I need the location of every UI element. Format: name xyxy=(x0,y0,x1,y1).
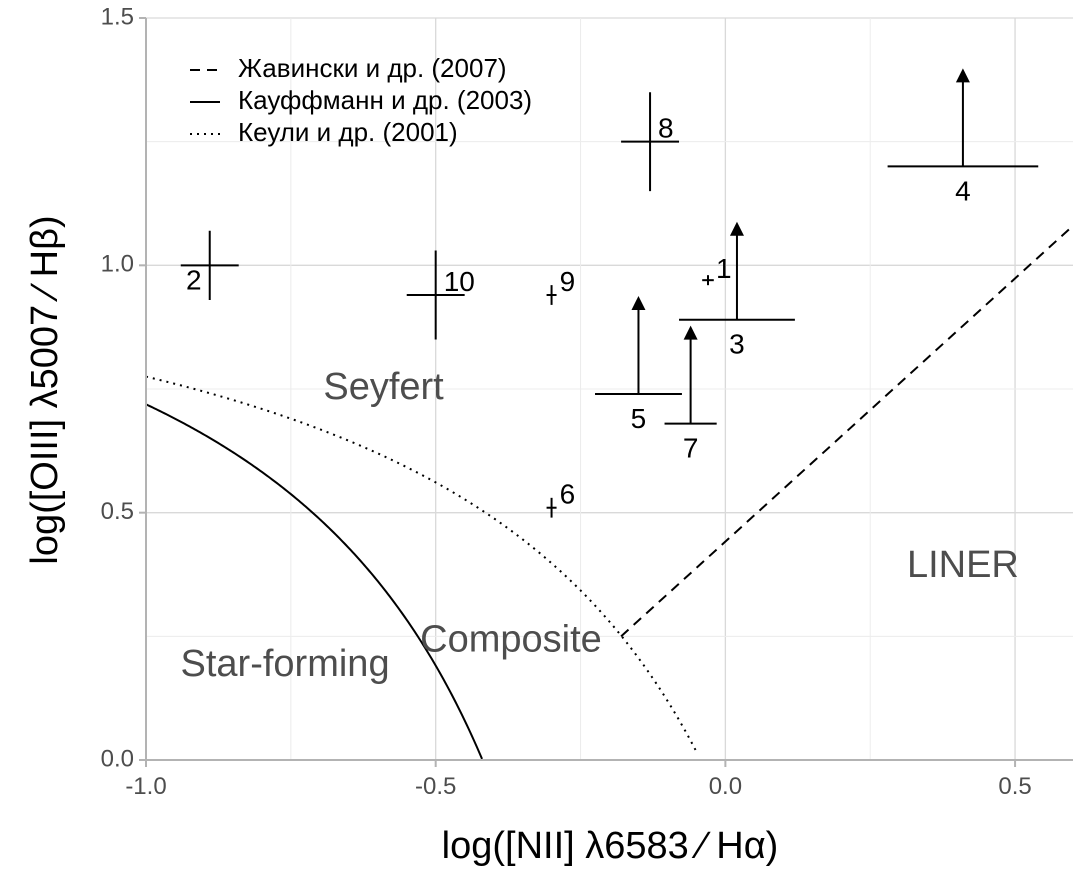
x-tick-label: -1.0 xyxy=(125,773,166,800)
x-tick-label: 0.0 xyxy=(709,773,742,800)
x-tick-label: -0.5 xyxy=(415,773,456,800)
point-label: 3 xyxy=(729,329,745,360)
up-arrow-icon xyxy=(683,325,698,340)
point-label: 2 xyxy=(186,264,202,295)
point-label: 8 xyxy=(658,113,674,144)
data-point-6: 6 xyxy=(546,479,576,518)
region-label-star-forming: Star-forming xyxy=(181,643,390,685)
point-label: 10 xyxy=(444,266,475,297)
point-label: 5 xyxy=(631,403,647,434)
y-tick-label: 1.0 xyxy=(101,251,134,278)
y-tick-label: 0.0 xyxy=(101,745,134,772)
data-point-4: 4 xyxy=(887,68,1039,206)
legend-label: Кауффманн и др. (2003) xyxy=(238,85,532,115)
legend-label: Кеули и др. (2001) xyxy=(238,117,458,147)
x-tick-label: 0.5 xyxy=(998,773,1031,800)
data-point-7: 7 xyxy=(664,325,717,464)
up-arrow-icon xyxy=(631,295,646,310)
data-point-1: 1 xyxy=(702,253,732,286)
data-point-2: 2 xyxy=(180,230,239,300)
data-point-9: 9 xyxy=(546,266,576,305)
y-tick-label: 1.5 xyxy=(101,3,134,30)
classification-curves xyxy=(145,225,1074,760)
region-label-composite: Composite xyxy=(420,618,602,660)
legend-item: Кеули и др. (2001) xyxy=(190,117,458,147)
data-point-5: 5 xyxy=(595,295,682,434)
axes: -1.0 -0.5 0.0 0.5 0.0 0.5 1.0 1.5 xyxy=(101,3,1073,800)
legend: Жавински и др. (2007)Кауффманн и др. (20… xyxy=(190,53,532,147)
point-label: 6 xyxy=(560,479,576,510)
point-label: 4 xyxy=(955,175,971,206)
up-arrow-icon xyxy=(955,68,970,83)
legend-label: Жавински и др. (2007) xyxy=(238,53,507,83)
data-point-8: 8 xyxy=(621,92,680,192)
legend-item: Кауффманн и др. (2003) xyxy=(190,85,532,115)
y-tick-label: 0.5 xyxy=(101,498,134,525)
data-point-10: 10 xyxy=(406,250,475,340)
kewley-curve xyxy=(145,375,698,753)
y-axis-title: log([OIII] λ5007 ⁄ Hβ) xyxy=(24,215,66,564)
region-labels: Seyfert Star-forming Composite LINER xyxy=(181,366,1019,685)
point-label: 7 xyxy=(683,433,699,464)
kauffmann-curve xyxy=(145,403,483,760)
legend-item: Жавински и др. (2007) xyxy=(190,53,507,83)
up-arrow-icon xyxy=(729,221,744,236)
point-label: 9 xyxy=(560,266,576,297)
region-label-liner: LINER xyxy=(907,544,1019,586)
data-points: 1 2 3 4 5 6 7 8 9 10 xyxy=(180,68,1039,518)
region-label-seyfert: Seyfert xyxy=(323,366,444,408)
data-point-3: 3 xyxy=(679,221,795,360)
x-axis-title: log([NII] λ6583 ⁄ Hα) xyxy=(442,825,779,867)
point-label: 1 xyxy=(716,253,732,284)
